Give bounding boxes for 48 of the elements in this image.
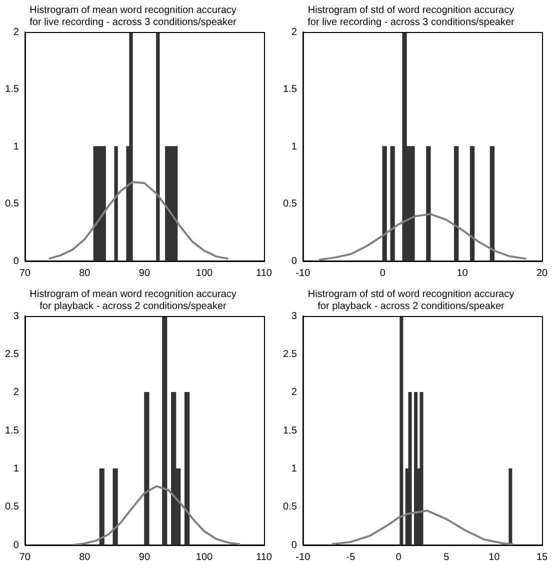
x-tick-label: 90 (138, 268, 150, 279)
y-tick-label: 1 (291, 463, 298, 474)
x-tick-label: 70 (19, 268, 31, 279)
y-tick-label: 0 (291, 540, 298, 551)
x-tick-label: 100 (196, 552, 214, 563)
x-tick-label: 110 (256, 552, 272, 563)
y-tick-label: 0.5 (4, 198, 20, 210)
y-tick-label: 1 (291, 141, 298, 152)
x-tick-label: 90 (138, 552, 150, 563)
x-tick-label: 80 (79, 552, 91, 563)
y-tick-label: 3 (291, 310, 298, 322)
y-tick-label: 2 (291, 26, 298, 38)
y-tick-label: 2.5 (282, 348, 298, 360)
x-tick-label: 70 (19, 552, 31, 563)
x-tick-label: 110 (256, 268, 272, 279)
y-tick-label: 0.5 (282, 502, 298, 513)
y-tick-label: 1.5 (282, 84, 298, 95)
y-tick-label: 0.5 (282, 198, 298, 210)
x-tick-label: 20 (536, 268, 548, 279)
y-tick-label: 3 (13, 310, 20, 322)
x-tick-label: 5 (444, 552, 450, 563)
x-tick-label: 0 (396, 552, 402, 563)
y-tick-label: 1 (13, 141, 20, 152)
chart-title: Histrogram of std of word recognition accuracy for playback - across 2 conditions/speaker (308, 288, 514, 312)
x-tick-label: 0 (380, 268, 386, 279)
x-tick-label: -10 (296, 552, 311, 563)
y-tick-label: 2 (13, 387, 20, 398)
y-tick-label: 1.5 (4, 84, 20, 95)
y-tick-label: 0.5 (4, 502, 20, 513)
y-tick-label: 1 (13, 463, 20, 474)
y-tick-label: 2.5 (4, 348, 20, 360)
x-tick-label: 100 (196, 268, 214, 279)
x-tick-label: -5 (346, 552, 356, 563)
chart-title: Histrogram of mean word recognition accuracy for playback - across 2 conditions/speaker (30, 288, 236, 312)
y-tick-label: 0 (291, 256, 298, 267)
y-tick-label: 2 (13, 26, 20, 38)
y-tick-label: 1.5 (4, 425, 20, 436)
y-tick-label: 2 (291, 387, 298, 398)
y-tick-label: 0 (13, 540, 20, 551)
x-tick-label: 80 (79, 268, 91, 279)
y-tick-label: 0 (13, 256, 20, 267)
chart-title: Histrogram of mean word recognition accuracy for live recording - across 3 conditions/speaker (30, 4, 238, 28)
x-tick-label: -10 (296, 268, 311, 279)
chart-title: Histrogram of std of word recognition accuracy for live recording - across 3 conditions/speaker (308, 4, 516, 28)
x-tick-label: 10 (488, 552, 500, 563)
y-tick-label: 1.5 (282, 425, 298, 436)
x-tick-label: 15 (536, 552, 548, 563)
x-tick-label: 10 (456, 268, 468, 279)
